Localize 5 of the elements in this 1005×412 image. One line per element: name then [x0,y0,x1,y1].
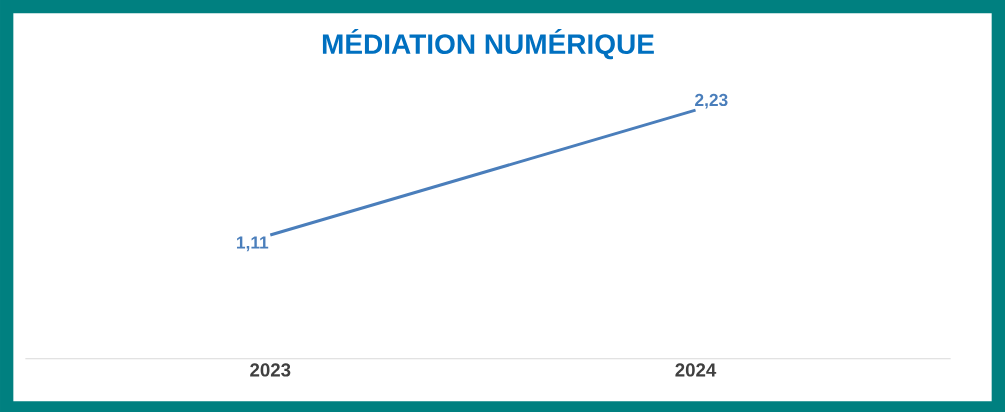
chart-title: MÉDIATION NUMÉRIQUE [322,28,654,60]
data-label: 2,23 [695,93,728,109]
x-tick-label: 2024 [675,363,717,377]
x-tick-label: 2023 [250,363,291,377]
data-label: 1,11 [236,236,269,252]
